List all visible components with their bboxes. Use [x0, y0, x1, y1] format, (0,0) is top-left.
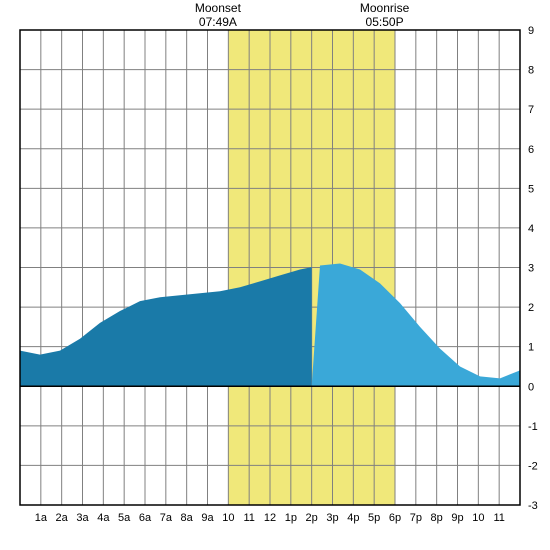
- x-tick-label: 5a: [118, 512, 131, 524]
- x-tick-label: 2a: [56, 512, 69, 524]
- x-tick-label: 6p: [389, 512, 401, 524]
- x-tick-label: 4p: [347, 512, 359, 524]
- x-tick-label: 3a: [76, 512, 89, 524]
- x-tick-label: 10: [472, 512, 484, 524]
- x-tick-label: 10: [222, 512, 234, 524]
- x-tick-label: 6a: [139, 512, 152, 524]
- y-tick-label: 5: [528, 183, 534, 195]
- y-tick-label: 8: [528, 65, 534, 77]
- x-tick-label: 8a: [181, 512, 194, 524]
- x-tick-label: 2p: [306, 512, 318, 524]
- y-tick-label: 2: [528, 302, 534, 314]
- y-tick-label: 9: [528, 25, 534, 37]
- y-tick-label: 4: [528, 223, 534, 235]
- y-tick-label: 7: [528, 104, 534, 116]
- x-tick-label: 9a: [201, 512, 214, 524]
- x-tick-label: 8p: [431, 512, 443, 524]
- y-tick-label: -1: [528, 421, 538, 433]
- moonset-label: Moonset: [195, 1, 242, 15]
- chart-svg: -3-2-101234567891a2a3a4a5a6a7a8a9a101112…: [0, 0, 550, 550]
- y-tick-label: -3: [528, 500, 538, 512]
- moonrise-label: Moonrise: [360, 1, 410, 15]
- x-tick-label: 7a: [160, 512, 173, 524]
- tide-chart: -3-2-101234567891a2a3a4a5a6a7a8a9a101112…: [0, 0, 550, 550]
- x-tick-label: 9p: [451, 512, 463, 524]
- moonset-time: 07:49A: [199, 15, 237, 29]
- x-tick-label: 11: [243, 512, 254, 524]
- x-tick-label: 11: [493, 512, 504, 524]
- moonrise-time: 05:50P: [366, 15, 404, 29]
- x-tick-label: 5p: [368, 512, 380, 524]
- x-tick-label: 12: [264, 512, 276, 524]
- x-tick-label: 4a: [97, 512, 110, 524]
- x-tick-label: 3p: [326, 512, 338, 524]
- x-tick-label: 7p: [410, 512, 422, 524]
- x-tick-label: 1p: [285, 512, 297, 524]
- y-tick-label: -2: [528, 460, 538, 472]
- y-tick-label: 1: [528, 342, 534, 354]
- y-tick-label: 0: [528, 381, 534, 393]
- x-tick-label: 1a: [35, 512, 48, 524]
- y-tick-label: 3: [528, 263, 534, 275]
- y-tick-label: 6: [528, 144, 534, 156]
